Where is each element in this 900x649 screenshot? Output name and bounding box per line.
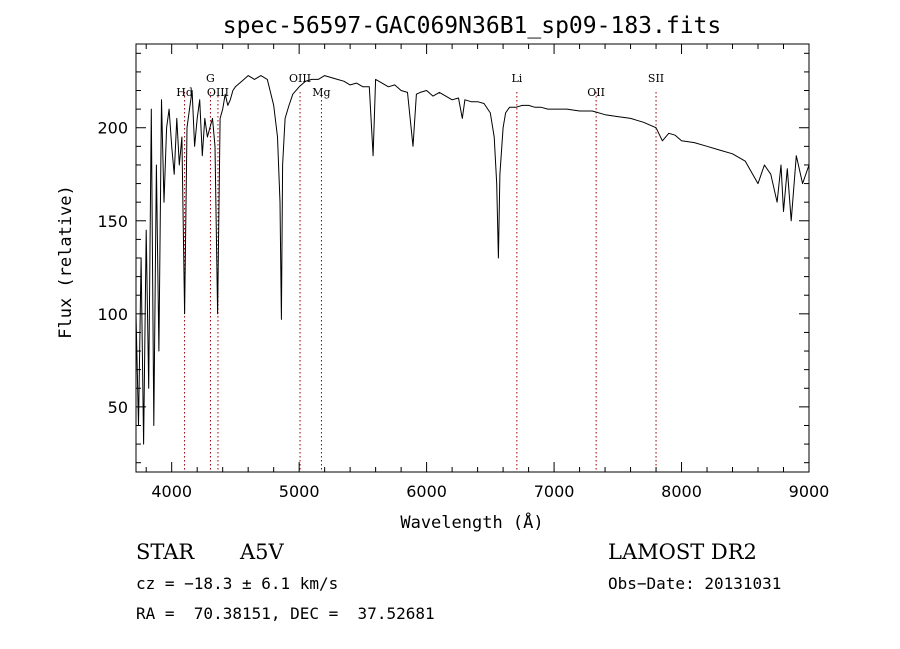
x-tick-label-9000: 9000 — [789, 482, 830, 501]
chart-title: spec-56597-GAC069N36B1_sp09-183.fits — [223, 13, 722, 39]
marker-label-5: Li — [511, 72, 522, 85]
y-tick-label-100: 100 — [97, 305, 128, 324]
y-tick-label-200: 200 — [97, 119, 128, 138]
survey-name: LAMOST DR2 — [608, 540, 757, 564]
x-tick-label-7000: 7000 — [534, 482, 575, 501]
spectrum-series-line — [135, 75, 810, 445]
coordinates: RA = 70.38151, DEC = 37.52681 — [136, 604, 435, 623]
object-class: STAR — [136, 540, 195, 564]
marker-label-4: Mg — [312, 86, 330, 99]
y-tick-label-150: 150 — [97, 212, 128, 231]
redshift-cz: cz = −18.3 ± 6.1 km/s — [136, 574, 339, 593]
marker-label-2: OIII — [207, 86, 229, 99]
x-tick-label-4000: 4000 — [151, 482, 192, 501]
x-tick-label-5000: 5000 — [279, 482, 320, 501]
marker-label-3: OIII — [289, 72, 311, 85]
plot-frame — [135, 43, 810, 473]
marker-label-7: SII — [648, 72, 664, 85]
y-axis-label: Flux (relative) — [56, 185, 76, 339]
marker-label-1: G — [206, 72, 215, 85]
marker-label-0: Hd — [176, 86, 193, 99]
spectral-subclass: A5V — [240, 540, 284, 564]
x-tick-label-8000: 8000 — [661, 482, 702, 501]
x-tick-label-6000: 6000 — [406, 482, 447, 501]
x-axis-label: Wavelength (Å) — [400, 511, 543, 533]
marker-label-6: OII — [587, 86, 605, 99]
y-tick-label-50: 50 — [108, 398, 128, 417]
observation-date: Obs−Date: 20131031 — [608, 574, 782, 593]
